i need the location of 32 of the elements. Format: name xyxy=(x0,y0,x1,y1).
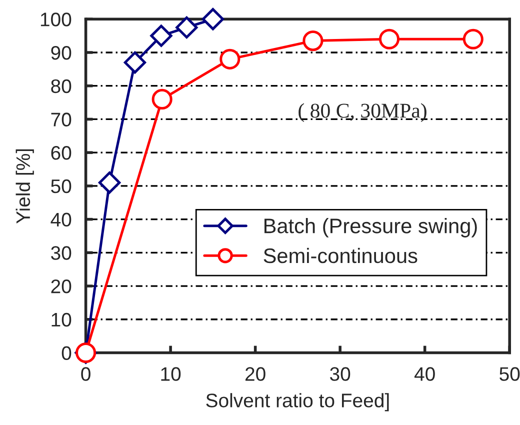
y-tick-label: 60 xyxy=(51,146,72,160)
point xyxy=(150,24,172,47)
y-tick-label: 100 xyxy=(40,12,72,26)
y-tick-label: 50 xyxy=(51,179,72,194)
point xyxy=(302,30,324,52)
x-tick-label: 50 xyxy=(500,367,520,381)
x-tick-label: 40 xyxy=(414,367,435,381)
point xyxy=(98,172,121,194)
x-tick-label: 10 xyxy=(161,367,181,381)
y-tick-label: 80 xyxy=(51,79,72,94)
point xyxy=(220,48,240,70)
y-tick-label: 10 xyxy=(52,312,72,327)
point xyxy=(152,88,172,110)
point xyxy=(378,28,400,50)
y-tick-label: 40 xyxy=(50,212,72,227)
legend-label: Batch (Pressure swing) xyxy=(264,218,477,238)
x-tick-label: 30 xyxy=(330,367,350,381)
x-axis-title: Solvent ratio to Feed] xyxy=(206,393,389,412)
y-tick-label: 20 xyxy=(51,279,72,294)
y-axis-title: Yield [%] xyxy=(16,149,34,224)
y-tick-label: 70 xyxy=(51,112,72,126)
y-tick-label: 0 xyxy=(62,346,72,360)
point xyxy=(462,28,484,50)
x-tick-label: 20 xyxy=(245,367,266,381)
y-tick-label: 30 xyxy=(51,246,72,260)
legend-label: Semi-continuous xyxy=(264,248,418,264)
annotation: ( 80 C, 30MPa) xyxy=(298,103,426,122)
point xyxy=(202,8,224,30)
y-tick-label: 90 xyxy=(51,46,72,60)
x-tick-label: 0 xyxy=(81,367,90,381)
point xyxy=(124,51,146,74)
point xyxy=(176,16,198,39)
